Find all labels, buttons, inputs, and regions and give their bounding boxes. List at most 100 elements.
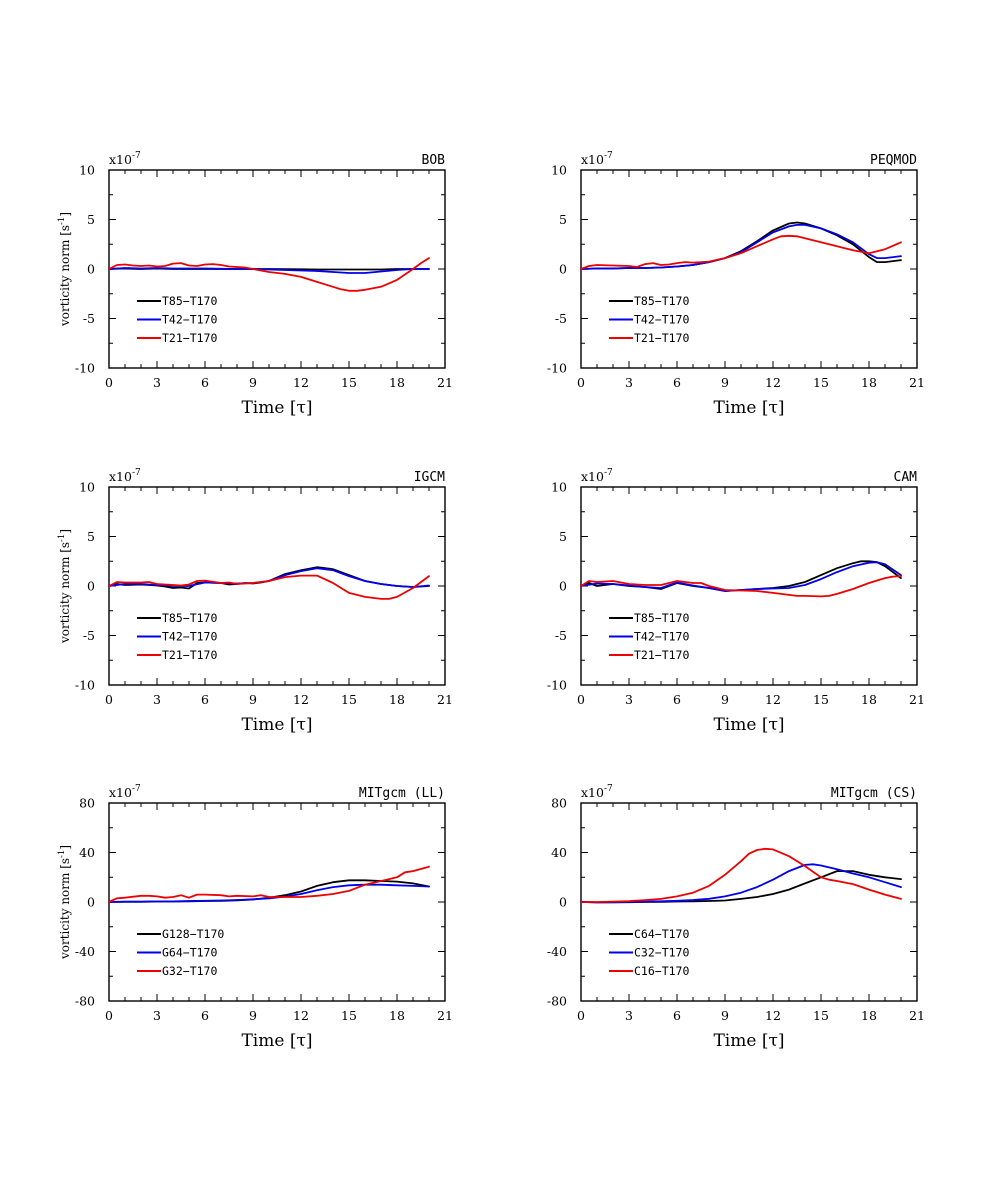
- x-tick-label: 3: [153, 692, 161, 707]
- panel-title: CAM: [894, 470, 918, 485]
- x-tick-label: 21: [437, 692, 453, 707]
- x-tick-label: 15: [813, 1008, 829, 1023]
- x-tick-label: 0: [105, 692, 113, 707]
- legend-label-1: T42−T170: [162, 630, 217, 644]
- legend-label-0: T85−T170: [634, 611, 689, 625]
- y-tick-label: -40: [75, 944, 95, 959]
- x-tick-label: 9: [249, 1008, 257, 1023]
- x-tick-label: 9: [249, 692, 257, 707]
- y-tick-label: 5: [559, 529, 567, 544]
- y-axis-title-exponent: -1: [57, 850, 67, 858]
- x-tick-label: 9: [721, 1008, 729, 1023]
- y-tick-label: -10: [75, 678, 95, 693]
- series-line-1: [580, 863, 902, 904]
- x-tick-label: 6: [673, 375, 681, 390]
- scale-factor-exponent: -7: [604, 784, 613, 794]
- x-tick-label: 12: [765, 375, 781, 390]
- series-line-0: [580, 870, 902, 904]
- legend-label-2: T21−T170: [162, 331, 217, 345]
- x-axis-title-text: Time: [713, 715, 761, 735]
- x-tick-label: 18: [389, 375, 405, 390]
- y-tick-label: 5: [87, 529, 95, 544]
- x-axis-title-text: Time: [241, 715, 289, 735]
- legend-label-2: T21−T170: [634, 331, 689, 345]
- x-tick-label: 12: [293, 375, 309, 390]
- series-line-2: [580, 234, 902, 270]
- panel-title: PEQMOD: [870, 153, 917, 168]
- y-axis-title-close: ]: [58, 845, 72, 850]
- y-axis-title-text: vorticity norm [s: [58, 225, 72, 327]
- legend-label-1: C32−T170: [634, 946, 689, 960]
- x-tick-label: 12: [765, 1008, 781, 1023]
- legend-label-1: G64−T170: [162, 946, 217, 960]
- panel-title: BOB: [422, 153, 446, 168]
- scale-factor-exponent: -7: [132, 784, 141, 794]
- y-tick-label: -5: [555, 311, 567, 326]
- y-axis-title-close: ]: [58, 529, 72, 534]
- chart-panel-0: 0 3 6 9 12 15 18 21 10 5 0 -5 -10 x10-7 BOB Time [τ] vor…: [57, 151, 453, 418]
- y-tick-label: 40: [551, 845, 567, 860]
- chart-panel-4: 0 3 6 9 12 15 18 21 80 40 0 -40 -80 x10-7 MITgcm (LL) T…: [57, 784, 453, 1051]
- x-tick-label: 6: [201, 692, 209, 707]
- scale-factor-label: x10-7: [581, 151, 613, 167]
- legend-label-2: T21−T170: [162, 648, 217, 662]
- x-tick-label: 12: [765, 692, 781, 707]
- x-tick-label: 15: [341, 1008, 357, 1023]
- y-tick-label: 0: [559, 262, 567, 277]
- series-line-2: [108, 574, 430, 600]
- series-line-1: [580, 223, 902, 270]
- y-tick-label: -5: [83, 628, 95, 643]
- x-axis-title-unit: [τ]: [762, 715, 785, 735]
- x-axis-title-text: Time: [713, 1031, 761, 1051]
- legend-label-2: C16−T170: [634, 964, 689, 978]
- x-tick-label: 9: [721, 375, 729, 390]
- scale-factor-exponent: -7: [604, 151, 613, 161]
- series-line-2: [108, 865, 430, 903]
- y-axis-title-close: ]: [58, 212, 72, 217]
- panel-title: MITgcm (CS): [831, 786, 917, 801]
- y-axis-title-text: vorticity norm [s: [58, 858, 72, 960]
- y-tick-label: 0: [559, 895, 567, 910]
- x-tick-label: 3: [153, 375, 161, 390]
- scale-factor-label: x10-7: [109, 468, 141, 484]
- x-tick-label: 0: [577, 375, 585, 390]
- x-axis-title: Time [τ]: [241, 398, 312, 418]
- x-tick-label: 18: [861, 692, 877, 707]
- panel-title: IGCM: [414, 470, 445, 485]
- scale-factor-exponent: -7: [132, 151, 141, 161]
- x-tick-label: 18: [861, 1008, 877, 1023]
- y-axis-title-text: vorticity norm [s: [58, 542, 72, 644]
- x-tick-label: 3: [153, 1008, 161, 1023]
- legend-label-0: T85−T170: [634, 294, 689, 308]
- x-axis-title-text: Time: [241, 398, 289, 418]
- y-tick-label: 40: [79, 845, 95, 860]
- y-tick-label: 0: [87, 262, 95, 277]
- x-tick-label: 15: [341, 375, 357, 390]
- y-tick-label: 0: [87, 579, 95, 594]
- panel-title: MITgcm (LL): [359, 786, 445, 801]
- x-tick-label: 18: [861, 375, 877, 390]
- x-tick-label: 9: [721, 692, 729, 707]
- x-tick-label: 9: [249, 375, 257, 390]
- legend-label-0: T85−T170: [162, 294, 217, 308]
- x-tick-label: 12: [293, 692, 309, 707]
- x-tick-label: 18: [389, 1008, 405, 1023]
- x-tick-label: 0: [105, 375, 113, 390]
- y-axis-title-exponent: -1: [57, 534, 67, 542]
- y-tick-label: 0: [559, 579, 567, 594]
- y-axis-title: vorticity norm [s-1]: [57, 845, 72, 960]
- x-tick-label: 3: [625, 692, 633, 707]
- chart-panel-3: 0 3 6 9 12 15 18 21 10 5 0 -5 -10 x10-7 CAM Time [τ] T85…: [547, 468, 925, 735]
- y-axis-title: vorticity norm [s-1]: [57, 529, 72, 644]
- legend-label-2: G32−T170: [162, 964, 217, 978]
- y-tick-label: -5: [83, 311, 95, 326]
- legend-label-0: G128−T170: [162, 927, 224, 941]
- x-tick-label: 21: [909, 692, 925, 707]
- y-tick-label: 10: [551, 163, 567, 178]
- x-axis-title: Time [τ]: [713, 715, 784, 735]
- x-tick-label: 21: [909, 1008, 925, 1023]
- x-tick-label: 21: [437, 1008, 453, 1023]
- x-tick-label: 6: [673, 692, 681, 707]
- x-tick-label: 6: [201, 1008, 209, 1023]
